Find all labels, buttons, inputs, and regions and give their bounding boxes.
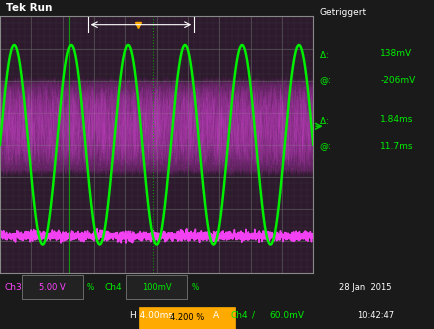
Text: 5.00 V: 5.00 V [39, 283, 66, 291]
Text: @:: @: [319, 76, 330, 86]
Text: /: / [252, 311, 255, 319]
Text: %: % [191, 283, 198, 291]
Text: Ch4: Ch4 [104, 283, 122, 291]
Text: 11.7ms: 11.7ms [379, 142, 413, 151]
Text: 4.200 %: 4.200 % [170, 313, 204, 322]
Text: Getriggert: Getriggert [319, 8, 365, 17]
Text: @:: @: [319, 142, 330, 151]
FancyBboxPatch shape [22, 275, 82, 299]
Text: Ch3: Ch3 [4, 283, 22, 291]
Text: 28 Jan  2015: 28 Jan 2015 [339, 283, 391, 291]
Text: %: % [87, 283, 94, 291]
FancyBboxPatch shape [126, 275, 187, 299]
Text: 10:42:47: 10:42:47 [356, 311, 393, 319]
Text: 100mV: 100mV [141, 283, 171, 291]
Text: 1.84ms: 1.84ms [379, 115, 413, 124]
Text: Ch4: Ch4 [230, 311, 248, 319]
FancyBboxPatch shape [139, 307, 234, 329]
Text: A: A [213, 311, 219, 319]
Text: Tek Run: Tek Run [6, 3, 53, 13]
Text: 138mV: 138mV [379, 49, 411, 58]
Text: $\Delta$:: $\Delta$: [319, 115, 329, 126]
Text: H 4.00ms: H 4.00ms [130, 311, 173, 319]
Text: $\Delta$:: $\Delta$: [319, 49, 329, 60]
Text: -206mV: -206mV [379, 76, 414, 86]
Text: 60.0mV: 60.0mV [269, 311, 304, 319]
